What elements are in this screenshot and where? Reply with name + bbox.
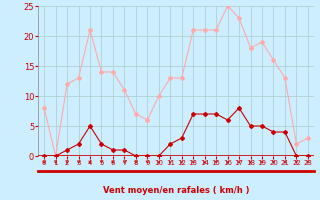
X-axis label: Vent moyen/en rafales ( km/h ): Vent moyen/en rafales ( km/h ) bbox=[103, 186, 249, 195]
